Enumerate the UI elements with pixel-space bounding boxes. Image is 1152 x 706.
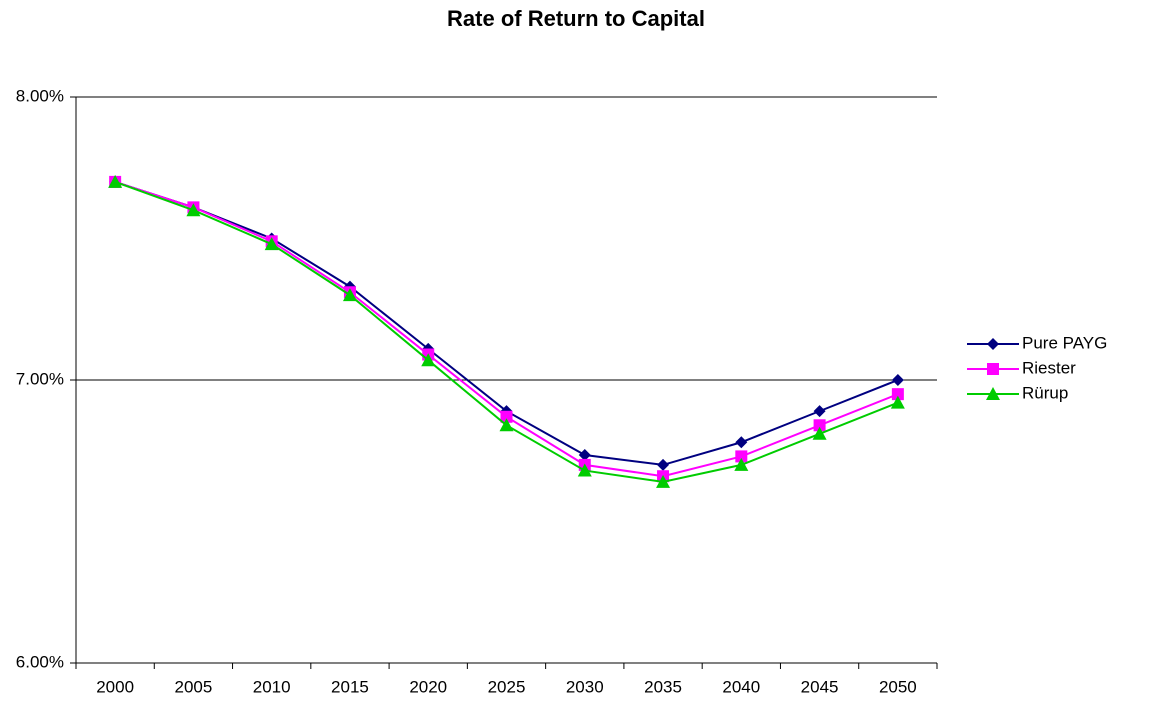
chart-title: Rate of Return to Capital [447, 6, 705, 31]
legend-marker [987, 363, 999, 375]
x-tick-label: 2010 [253, 677, 291, 696]
legend-label: Riester [1022, 358, 1076, 377]
point [108, 174, 123, 188]
series-line [114, 180, 899, 478]
legend-label: Pure PAYG [1022, 333, 1107, 352]
point [186, 203, 201, 217]
point [577, 463, 592, 477]
x-tick-label: 2015 [331, 677, 369, 696]
y-tick-label: 8.00% [16, 86, 64, 105]
x-tick-label: 2025 [488, 677, 526, 696]
y-tick-label: 7.00% [16, 369, 64, 388]
y-tick-label: 6.00% [16, 652, 64, 671]
point [812, 426, 827, 440]
x-tick-label: 2000 [96, 677, 134, 696]
legend-marker [987, 338, 999, 350]
x-tick-label: 2045 [801, 677, 839, 696]
x-tick-label: 2035 [644, 677, 682, 696]
point [891, 388, 904, 401]
x-tick-label: 2030 [566, 677, 604, 696]
point [342, 288, 357, 302]
point [735, 450, 748, 463]
point [656, 474, 671, 488]
point [813, 405, 826, 418]
point [657, 458, 670, 471]
point [500, 410, 513, 423]
x-tick-label: 2040 [722, 677, 760, 696]
point [264, 237, 279, 251]
point [734, 457, 749, 471]
x-tick-label: 2005 [174, 677, 212, 696]
point [421, 353, 436, 367]
point [890, 395, 905, 409]
point [499, 418, 514, 432]
point [735, 436, 748, 449]
point [813, 419, 826, 432]
point [578, 448, 591, 461]
legend-label: Rürup [1022, 383, 1068, 402]
x-tick-label: 2050 [879, 677, 917, 696]
point [891, 374, 904, 386]
series-line [114, 180, 899, 483]
x-tick-label: 2020 [409, 677, 447, 696]
legend-marker [986, 387, 1000, 400]
